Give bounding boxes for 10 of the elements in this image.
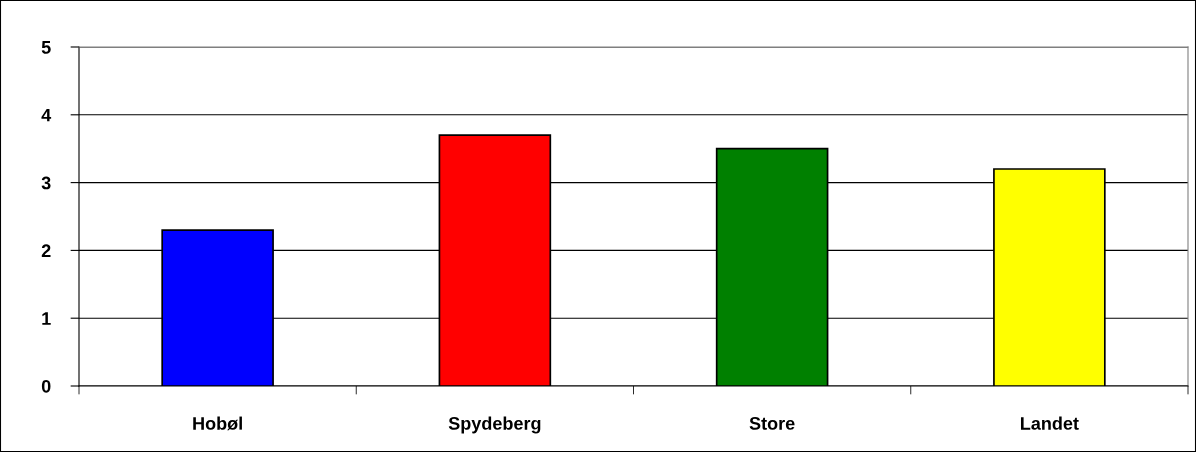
x-tick-label: Spydeberg [448, 416, 541, 434]
y-tick-label: 4 [41, 108, 52, 122]
y-tick-label: 0 [41, 379, 51, 393]
x-tick-label: Hobøl [193, 416, 242, 431]
x-tick-label: Landet [1020, 416, 1079, 430]
y-tick-label: 3 [41, 176, 51, 190]
y-tick-label: 5 [41, 41, 51, 54]
y-tick-label: 1 [42, 312, 51, 325]
y-tick-label: 2 [41, 244, 51, 257]
x-tick-label: Store [749, 417, 795, 430]
